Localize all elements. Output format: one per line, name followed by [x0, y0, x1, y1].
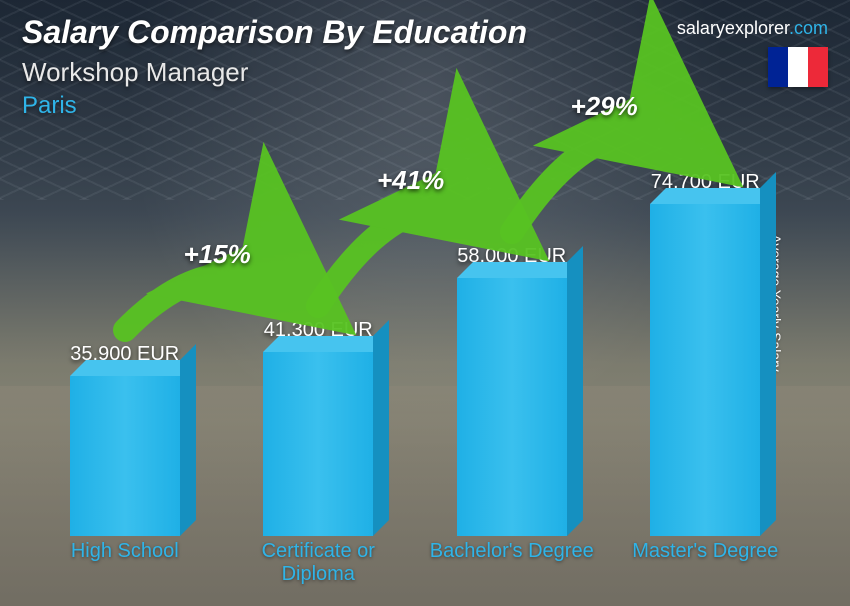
bars-container: 35,900 EUR41,300 EUR58,000 EUR74,700 EUR	[28, 140, 802, 536]
chart-area: 35,900 EUR41,300 EUR58,000 EUR74,700 EUR…	[28, 140, 802, 596]
bar-3d	[650, 204, 760, 536]
brand-name: salaryexplorer	[677, 18, 789, 38]
bar-top-face	[263, 336, 389, 352]
increase-percent-label: +41%	[377, 165, 444, 196]
chart-location: Paris	[22, 92, 828, 120]
bar-top-face	[457, 262, 583, 278]
bar-front-face	[263, 352, 373, 536]
bar-group: 41,300 EUR	[233, 319, 403, 536]
x-axis-label: Master's Degree	[620, 540, 790, 596]
increase-percent-label: +29%	[571, 91, 638, 122]
bar-front-face	[70, 376, 180, 536]
flag-stripe-3	[808, 47, 828, 87]
bar-group: 58,000 EUR	[427, 245, 597, 536]
x-labels: High School Certificate or Diploma Bachelo…	[28, 540, 802, 596]
bar-3d	[263, 352, 373, 536]
bar-group: 35,900 EUR	[40, 343, 210, 536]
x-axis-label: Certificate or Diploma	[233, 540, 403, 596]
bar-top-face	[650, 188, 776, 204]
brand-text: salaryexplorer.com	[677, 18, 828, 39]
x-axis-label: Bachelor's Degree	[427, 540, 597, 596]
bar-3d	[70, 376, 180, 536]
bar-side-face	[373, 320, 389, 536]
bar-front-face	[650, 204, 760, 536]
bar-side-face	[180, 344, 196, 536]
flag-stripe-1	[768, 47, 788, 87]
flag-icon	[768, 47, 828, 87]
bar-top-face	[70, 360, 196, 376]
brand-domain: .com	[789, 18, 828, 38]
x-axis-label: High School	[40, 540, 210, 596]
bar-group: 74,700 EUR	[620, 171, 790, 536]
increase-percent-label: +15%	[184, 239, 251, 270]
bar-side-face	[760, 172, 776, 536]
bar-3d	[457, 278, 567, 536]
flag-stripe-2	[788, 47, 808, 87]
bar-front-face	[457, 278, 567, 536]
bar-side-face	[567, 246, 583, 536]
brand-block: salaryexplorer.com	[677, 18, 828, 87]
